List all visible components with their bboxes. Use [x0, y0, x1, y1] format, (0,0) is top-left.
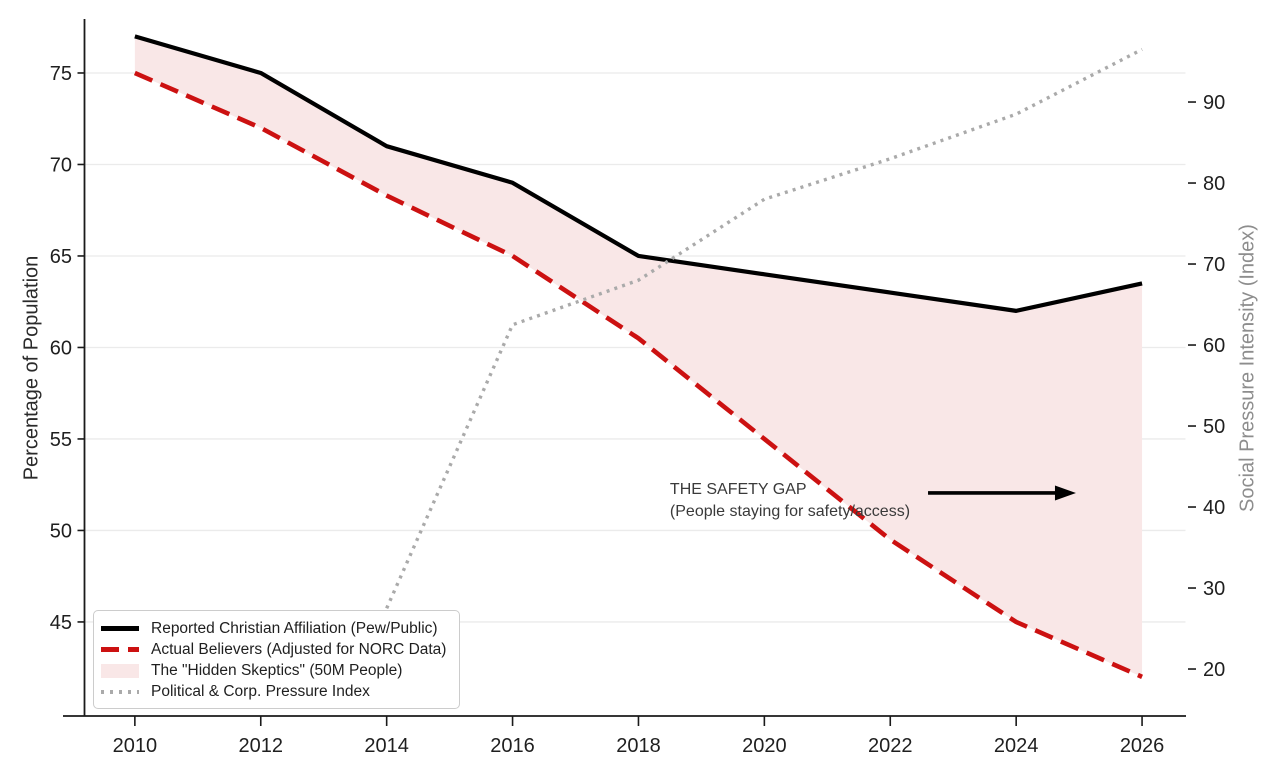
tick-label: 2026: [1120, 735, 1165, 757]
tick-label: 50: [50, 520, 72, 542]
tick-label: 30: [1203, 578, 1225, 600]
tick-label: 2010: [113, 735, 158, 757]
tick-label: 2016: [490, 735, 535, 757]
tick-label: 60: [1203, 335, 1225, 357]
y-axis-label-left: Percentage of Population: [20, 255, 43, 481]
annotation-line-2: (People staying for safety/access): [669, 503, 911, 521]
tick-label: 2018: [616, 735, 661, 757]
legend-label: Actual Believers (Adjusted for NORC Data…: [151, 640, 447, 658]
legend-label: The "Hidden Skeptics" (50M People): [151, 661, 403, 679]
legend-swatch-fill: [101, 663, 139, 678]
legend-label: Reported Christian Affiliation (Pew/Publ…: [151, 619, 438, 637]
tick-label: 80: [1203, 173, 1225, 195]
tick-label: 75: [50, 63, 72, 85]
series-line-actual: [133, 70, 1143, 679]
tick-label: 2024: [994, 735, 1039, 757]
legend-item: Reported Christian Affiliation (Pew/Publ…: [101, 618, 449, 639]
tick-label: 2012: [239, 735, 284, 757]
tick-label: 40: [1203, 497, 1225, 519]
y-axis-label-right: Social Pressure Intensity (Index): [1236, 224, 1259, 512]
legend-item: The "Hidden Skeptics" (50M People): [101, 660, 449, 681]
tick-label: 2022: [868, 735, 913, 757]
legend-swatch-line-dotted: [101, 689, 139, 694]
legend-item: Actual Believers (Adjusted for NORC Data…: [101, 639, 449, 660]
tick-label: 2020: [742, 735, 787, 757]
tick-label: 45: [50, 612, 72, 634]
tick-label: 65: [50, 246, 72, 268]
safety-gap-arrow-head: [1054, 485, 1076, 501]
legend-swatch-line-solid: [101, 626, 139, 631]
tick-label: 70: [1203, 254, 1225, 276]
legend-item: Political & Corp. Pressure Index: [101, 681, 449, 702]
hidden-skeptics-area: [134, 36, 1143, 677]
series-line-reported: [134, 34, 1143, 313]
tick-label: 2014: [364, 735, 409, 757]
tick-label: 60: [50, 337, 72, 359]
tick-label: 90: [1203, 92, 1225, 114]
tick-label: 50: [1203, 416, 1225, 438]
safety-gap-annotation: THE SAFETY GAP (People staying for safet…: [670, 479, 910, 523]
tick-label: 55: [50, 429, 72, 451]
legend-label: Political & Corp. Pressure Index: [151, 682, 370, 700]
legend-swatch-line-dashed: [101, 647, 139, 652]
annotation-line-1: THE SAFETY GAP: [669, 481, 807, 499]
tick-label: 20: [1203, 659, 1225, 681]
chart-legend: Reported Christian Affiliation (Pew/Publ…: [93, 610, 460, 709]
tick-label: 70: [50, 154, 72, 176]
